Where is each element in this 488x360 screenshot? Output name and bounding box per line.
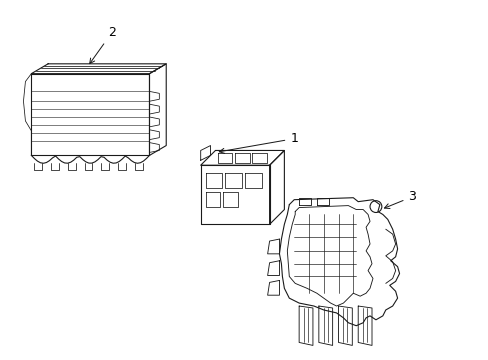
Text: 2: 2 [89, 26, 116, 64]
Text: 1: 1 [219, 132, 298, 153]
Text: 3: 3 [384, 190, 415, 208]
